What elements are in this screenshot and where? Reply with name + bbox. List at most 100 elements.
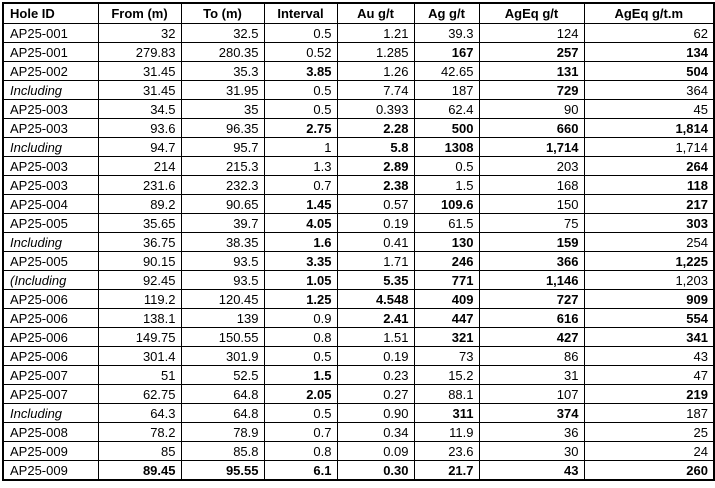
cell-from-m[interactable]: 78.2 [97,422,182,442]
cell-ageq-g-t-m[interactable]: 134 [583,42,715,62]
cell-to-m[interactable]: 85.8 [180,441,265,461]
hole-id-cell[interactable]: Including [2,232,99,252]
cell-from-m[interactable]: 51 [97,365,182,385]
cell-ag-g-t[interactable]: 1308 [413,137,480,157]
hole-id-cell[interactable]: AP25-003 [2,99,99,119]
cell-au-g-t[interactable]: 0.09 [336,441,415,461]
cell-ageq-g-t-m[interactable]: 24 [583,441,715,461]
cell-interval[interactable]: 0.5 [263,403,338,423]
cell-from-m[interactable]: 94.7 [97,137,182,157]
cell-from-m[interactable]: 89.2 [97,194,182,214]
cell-to-m[interactable]: 232.3 [180,175,265,195]
cell-interval[interactable]: 1 [263,137,338,157]
cell-from-m[interactable]: 90.15 [97,251,182,271]
column-header-ageq-g-t-m[interactable]: AgEq g/t.m [583,2,715,24]
cell-ageq-g-t[interactable]: 75 [478,213,585,233]
cell-ag-g-t[interactable]: 21.7 [413,460,480,481]
hole-id-cell[interactable]: AP25-003 [2,156,99,176]
hole-id-cell[interactable]: AP25-006 [2,289,99,309]
cell-from-m[interactable]: 36.75 [97,232,182,252]
column-header-ageq-g-t[interactable]: AgEq g/t [478,2,585,24]
cell-ageq-g-t[interactable]: 616 [478,308,585,328]
cell-to-m[interactable]: 35.3 [180,61,265,81]
cell-ageq-g-t[interactable]: 124 [478,23,585,43]
cell-au-g-t[interactable]: 5.8 [336,137,415,157]
cell-ageq-g-t-m[interactable]: 909 [583,289,715,309]
cell-to-m[interactable]: 31.95 [180,80,265,100]
cell-from-m[interactable]: 62.75 [97,384,182,404]
cell-ageq-g-t-m[interactable]: 1,814 [583,118,715,138]
cell-to-m[interactable]: 64.8 [180,403,265,423]
cell-au-g-t[interactable]: 0.27 [336,384,415,404]
column-header-ag-g-t[interactable]: Ag g/t [413,2,480,24]
hole-id-cell[interactable]: AP25-005 [2,213,99,233]
cell-au-g-t[interactable]: 2.41 [336,308,415,328]
cell-ageq-g-t[interactable]: 427 [478,327,585,347]
cell-ag-g-t[interactable]: 409 [413,289,480,309]
hole-id-cell[interactable]: AP25-008 [2,422,99,442]
hole-id-cell[interactable]: AP25-003 [2,175,99,195]
hole-id-cell[interactable]: (Including [2,270,99,290]
cell-au-g-t[interactable]: 1.285 [336,42,415,62]
cell-interval[interactable]: 1.45 [263,194,338,214]
cell-to-m[interactable]: 32.5 [180,23,265,43]
cell-ag-g-t[interactable]: 130 [413,232,480,252]
cell-au-g-t[interactable]: 2.38 [336,175,415,195]
cell-from-m[interactable]: 31.45 [97,80,182,100]
cell-ag-g-t[interactable]: 500 [413,118,480,138]
cell-interval[interactable]: 0.8 [263,441,338,461]
hole-id-cell[interactable]: AP25-009 [2,441,99,461]
cell-from-m[interactable]: 34.5 [97,99,182,119]
cell-ageq-g-t-m[interactable]: 187 [583,403,715,423]
cell-ageq-g-t-m[interactable]: 25 [583,422,715,442]
cell-ageq-g-t[interactable]: 1,714 [478,137,585,157]
cell-ageq-g-t[interactable]: 36 [478,422,585,442]
cell-ag-g-t[interactable]: 447 [413,308,480,328]
cell-au-g-t[interactable]: 2.89 [336,156,415,176]
cell-interval[interactable]: 1.05 [263,270,338,290]
cell-from-m[interactable]: 214 [97,156,182,176]
column-header-hole-id[interactable]: Hole ID [2,2,99,24]
cell-to-m[interactable]: 96.35 [180,118,265,138]
cell-ag-g-t[interactable]: 39.3 [413,23,480,43]
cell-ageq-g-t-m[interactable]: 217 [583,194,715,214]
cell-ageq-g-t[interactable]: 727 [478,289,585,309]
cell-ageq-g-t-m[interactable]: 118 [583,175,715,195]
cell-au-g-t[interactable]: 7.74 [336,80,415,100]
cell-ageq-g-t[interactable]: 107 [478,384,585,404]
cell-ag-g-t[interactable]: 88.1 [413,384,480,404]
cell-ag-g-t[interactable]: 61.5 [413,213,480,233]
cell-interval[interactable]: 0.5 [263,23,338,43]
cell-ag-g-t[interactable]: 15.2 [413,365,480,385]
cell-interval[interactable]: 2.75 [263,118,338,138]
cell-interval[interactable]: 1.5 [263,365,338,385]
cell-ageq-g-t[interactable]: 43 [478,460,585,481]
cell-au-g-t[interactable]: 0.34 [336,422,415,442]
cell-au-g-t[interactable]: 5.35 [336,270,415,290]
cell-ageq-g-t[interactable]: 131 [478,61,585,81]
cell-ageq-g-t-m[interactable]: 554 [583,308,715,328]
column-header-from-m[interactable]: From (m) [97,2,182,24]
hole-id-cell[interactable]: AP25-004 [2,194,99,214]
cell-from-m[interactable]: 138.1 [97,308,182,328]
cell-from-m[interactable]: 301.4 [97,346,182,366]
hole-id-cell[interactable]: AP25-006 [2,308,99,328]
cell-interval[interactable]: 1.3 [263,156,338,176]
hole-id-cell[interactable]: Including [2,403,99,423]
hole-id-cell[interactable]: AP25-005 [2,251,99,271]
cell-ag-g-t[interactable]: 23.6 [413,441,480,461]
cell-to-m[interactable]: 150.55 [180,327,265,347]
cell-to-m[interactable]: 78.9 [180,422,265,442]
cell-ag-g-t[interactable]: 246 [413,251,480,271]
cell-to-m[interactable]: 93.5 [180,270,265,290]
cell-ag-g-t[interactable]: 1.5 [413,175,480,195]
cell-ag-g-t[interactable]: 167 [413,42,480,62]
cell-ageq-g-t-m[interactable]: 43 [583,346,715,366]
cell-from-m[interactable]: 89.45 [97,460,182,481]
cell-interval[interactable]: 4.05 [263,213,338,233]
cell-ageq-g-t-m[interactable]: 364 [583,80,715,100]
cell-ageq-g-t[interactable]: 203 [478,156,585,176]
cell-au-g-t[interactable]: 0.57 [336,194,415,214]
cell-au-g-t[interactable]: 0.90 [336,403,415,423]
column-header-interval[interactable]: Interval [263,2,338,24]
